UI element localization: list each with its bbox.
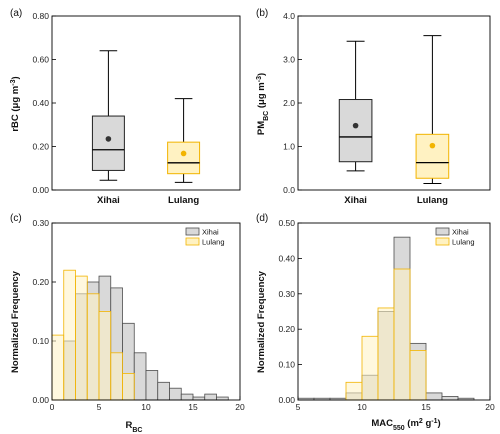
bar-lulang bbox=[63, 269, 76, 401]
mean-marker-xihai bbox=[352, 122, 359, 129]
legend-swatch-xihai bbox=[185, 227, 200, 236]
ytick-label-a: 0.40 bbox=[32, 98, 49, 108]
bar-lulang bbox=[110, 352, 123, 401]
bar-lulang bbox=[98, 311, 112, 401]
ytick-label-b: 1.0 bbox=[283, 142, 295, 152]
ytick-label-c: 0.20 bbox=[32, 277, 49, 287]
bar-xihai bbox=[425, 392, 443, 401]
ytick-label-b: 4.0 bbox=[283, 11, 295, 21]
ytick-label-a: 0.60 bbox=[32, 55, 49, 65]
legend-label-xihai: Xihai bbox=[202, 228, 219, 237]
panel-c-rbc-histogram: (c) Normalized Frequency RBC 0.00 0.10 0.2… bbox=[10, 213, 245, 434]
xlabel-c: RBC bbox=[126, 420, 143, 434]
panel-a-rbc-boxplot: (a) rBC (μg m-3) 0.00 0.20 0.40 0.60 0.80 Xih… bbox=[10, 8, 241, 206]
bar-lulang bbox=[122, 373, 135, 401]
ytick-label-c: 0.30 bbox=[32, 218, 49, 228]
legend-swatch-lulang bbox=[185, 237, 200, 246]
bar-xihai bbox=[180, 393, 194, 401]
xtick-label-d: 15 bbox=[421, 402, 431, 412]
bar-lulang bbox=[377, 307, 395, 401]
xtick-label-c: 20 bbox=[235, 402, 245, 412]
xlabel-d: MAC550 (m2 g-1) bbox=[371, 418, 440, 432]
plot-frame-a bbox=[51, 15, 241, 191]
xtick-label-c: 15 bbox=[188, 402, 198, 412]
xtick-label-d: 5 bbox=[296, 402, 301, 412]
box-lulang bbox=[415, 133, 450, 179]
xtick-label-c: 5 bbox=[97, 402, 102, 412]
plot-frame-d bbox=[297, 222, 491, 401]
plot-frame-c bbox=[51, 222, 241, 401]
ytick-label-b: 0.0 bbox=[283, 185, 295, 195]
bar-lulang bbox=[361, 335, 379, 401]
bar-lulang bbox=[409, 350, 427, 401]
legend-label-lulang: Lulang bbox=[202, 238, 225, 247]
box-xihai bbox=[91, 115, 125, 171]
legend-swatch-lulang bbox=[435, 237, 450, 246]
ytick-label-d: 0.40 bbox=[278, 253, 295, 263]
bar-lulang bbox=[75, 275, 88, 401]
ytick-label-d: 0.30 bbox=[278, 289, 295, 299]
bar-xihai bbox=[204, 393, 217, 401]
mean-marker-lulang bbox=[180, 150, 187, 157]
box-xihai bbox=[338, 99, 373, 163]
xtick-label-lulang: Lulang bbox=[417, 195, 448, 206]
bar-lulang bbox=[345, 381, 363, 401]
panel-label-b: (b) bbox=[256, 8, 268, 19]
legend-label-xihai: Xihai bbox=[452, 228, 469, 237]
ytick-label-d: 0.00 bbox=[278, 395, 295, 405]
bar-xihai bbox=[441, 396, 459, 401]
ytick-label-d: 0.10 bbox=[278, 360, 295, 370]
xtick-label-d: 20 bbox=[485, 402, 495, 412]
ytick-label-b: 3.0 bbox=[283, 55, 295, 65]
bar-lulang bbox=[86, 293, 100, 401]
xtick-label-c: 10 bbox=[141, 402, 151, 412]
ytick-label-a: 0.80 bbox=[32, 11, 49, 21]
box-lulang bbox=[167, 141, 201, 175]
bar-xihai bbox=[133, 352, 147, 401]
ylabel-d: Normalized Frequency bbox=[256, 270, 267, 373]
bar-xihai bbox=[169, 387, 182, 401]
ylabel-c: Normalized Frequency bbox=[10, 270, 21, 373]
ytick-label-b: 2.0 bbox=[283, 98, 295, 108]
ytick-label-a: 0.20 bbox=[32, 142, 49, 152]
xtick-label-c: 0 bbox=[50, 402, 55, 412]
ylabel-a: rBC (μg m-3) bbox=[10, 76, 22, 131]
xtick-label-d: 10 bbox=[357, 402, 367, 412]
panel-label-d: (d) bbox=[256, 213, 268, 224]
ytick-label-d: 0.50 bbox=[278, 218, 295, 228]
ylabel-b: PMBC (μg m-3) bbox=[256, 73, 270, 135]
mean-marker-xihai bbox=[105, 136, 112, 142]
ytick-label-c: 0.10 bbox=[32, 336, 49, 346]
mean-marker-lulang bbox=[429, 142, 436, 149]
panel-label-c: (c) bbox=[10, 213, 22, 224]
ytick-label-c: 0.00 bbox=[32, 395, 49, 405]
xtick-label-xihai: Xihai bbox=[97, 195, 120, 206]
bar-lulang bbox=[51, 334, 65, 401]
bar-xihai bbox=[157, 381, 170, 401]
legend-swatch-xihai bbox=[435, 227, 450, 236]
plot-frame-b bbox=[297, 15, 491, 191]
legend-label-lulang: Lulang bbox=[452, 238, 475, 247]
bar-xihai bbox=[145, 370, 159, 401]
panel-label-a: (a) bbox=[10, 8, 22, 19]
bar-lulang bbox=[393, 268, 411, 401]
ytick-label-d: 0.20 bbox=[278, 324, 295, 334]
xtick-label-xihai: Xihai bbox=[344, 195, 367, 206]
panel-d-mac-histogram: (d) Normalized Frequency MAC550 (m2 g-1)… bbox=[256, 213, 495, 432]
ytick-label-a: 0.00 bbox=[32, 185, 49, 195]
panel-b-pmbc-boxplot: (b) PMBC (μg m-3) 0.0 1.0 2.0 3.0 4.0 Xihai Lu… bbox=[256, 8, 491, 206]
xtick-label-lulang: Lulang bbox=[168, 195, 199, 206]
